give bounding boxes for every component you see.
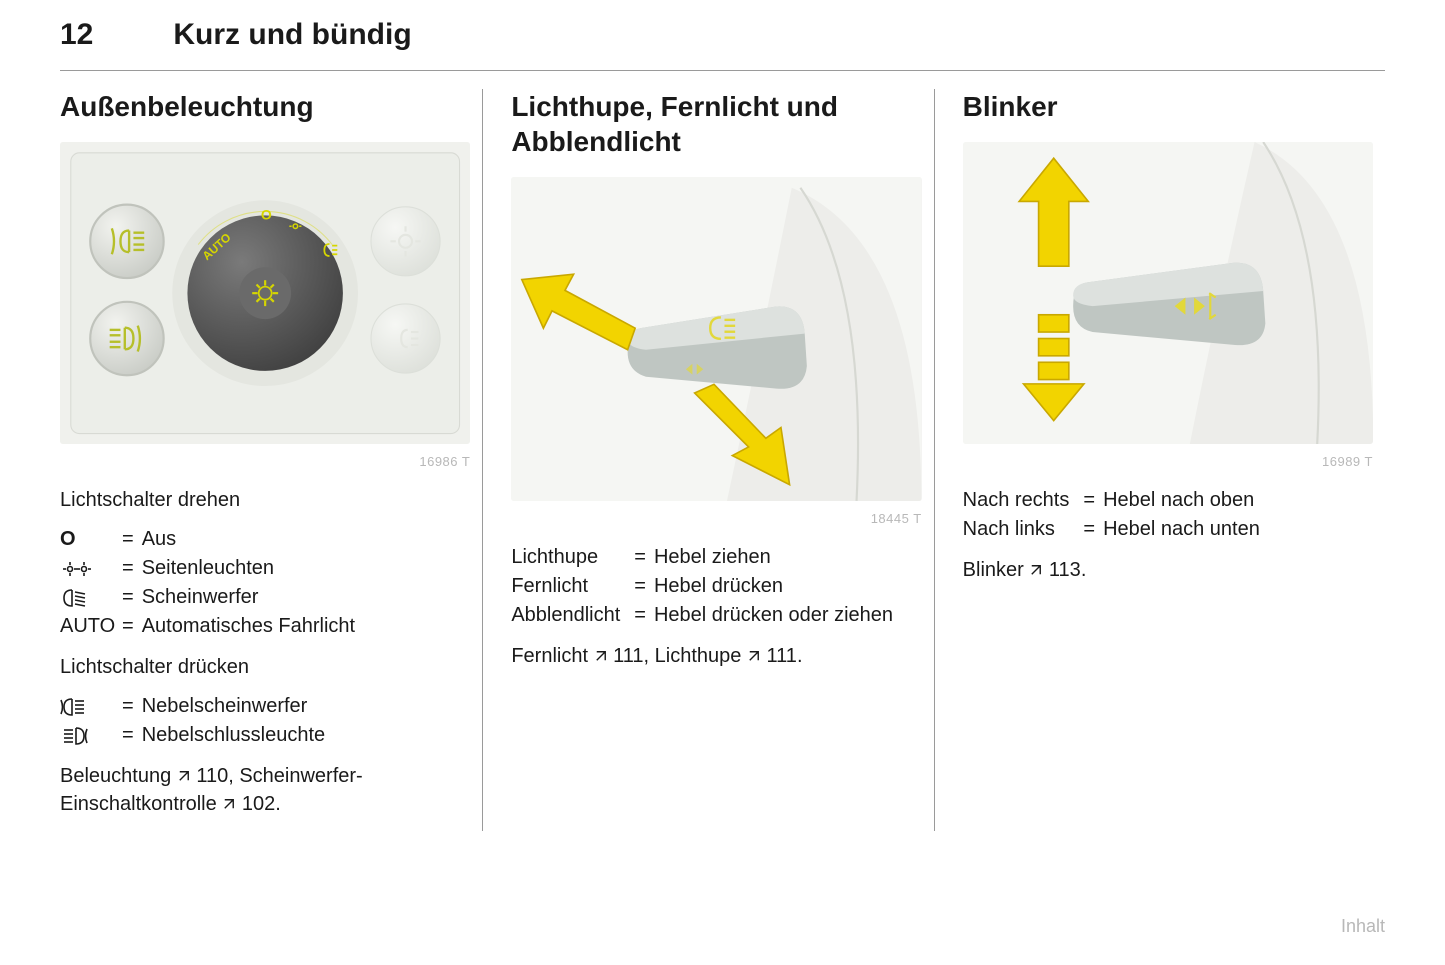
footer-contents-link[interactable]: Inhalt: [1341, 916, 1385, 937]
cross-reference: Blinker 113.: [963, 557, 1373, 585]
intro-text: Lichtschalter drehen: [60, 487, 470, 514]
term-cell: Lichthupe: [511, 544, 634, 573]
ref-text: Blinker: [963, 559, 1030, 581]
light-switch-illustration: AUTO O: [60, 142, 470, 444]
value-cell: Hebel ziehen: [654, 544, 899, 573]
cross-reference: Beleuchtung 110, Scheinwerfer-Einschaltk…: [60, 763, 470, 819]
ref-page: 102: [242, 793, 275, 815]
section-heading: Außenbeleuchtung: [60, 89, 470, 124]
value-cell: Hebel drücken oder ziehen: [654, 602, 899, 631]
equals-cell: =: [634, 573, 654, 602]
equals-cell: =: [122, 526, 142, 555]
symbol-cell: [60, 693, 122, 722]
equals-cell: =: [122, 555, 142, 584]
figure-caption: 16989 T: [963, 454, 1373, 469]
table-row: =Scheinwerfer: [60, 584, 361, 613]
table-row: =Nebelscheinwerfer: [60, 693, 331, 722]
column-turn-signals: Blinker: [934, 89, 1385, 831]
symbol-cell: [60, 555, 122, 584]
value-cell: Hebel nach oben: [1103, 487, 1266, 516]
table-row: =Seitenleuchten: [60, 555, 361, 584]
ref-text: .: [1081, 559, 1087, 581]
page-header: 12 Kurz und bündig: [60, 18, 1385, 70]
table-row: O=Aus: [60, 526, 361, 555]
value-cell: Scheinwerfer: [142, 584, 361, 613]
figure-lever-up-down: [963, 142, 1373, 444]
equals-cell: =: [634, 602, 654, 631]
section-heading: Blinker: [963, 89, 1373, 124]
page-ref-icon: [222, 792, 236, 819]
equals-cell: =: [122, 613, 142, 642]
value-cell: Hebel drücken: [654, 573, 899, 602]
term-cell: Abblendlicht: [511, 602, 634, 631]
page-ref-icon: [747, 644, 761, 671]
value-cell: Nebelscheinwerfer: [142, 693, 331, 722]
symbol-cell: O: [60, 526, 122, 555]
ref-page: 113: [1049, 559, 1081, 581]
manual-page: 12 Kurz und bündig Außenbeleuchtung: [0, 0, 1445, 965]
definition-table-rotate: O=Aus=Seitenleuchten=ScheinwerferAUTO=Au…: [60, 526, 361, 642]
equals-cell: =: [1083, 487, 1103, 516]
page-ref-icon: [177, 764, 191, 791]
equals-cell: =: [1083, 516, 1103, 545]
value-cell: Aus: [142, 526, 361, 555]
column-exterior-lighting: Außenbeleuchtung: [60, 89, 482, 831]
svg-text:O: O: [261, 207, 272, 223]
value-cell: Automatisches Fahrlicht: [142, 613, 361, 642]
equals-cell: =: [122, 693, 142, 722]
ref-page: 111: [767, 645, 797, 667]
value-cell: Seitenleuchten: [142, 555, 361, 584]
page-number: 12: [60, 18, 93, 52]
table-row: =Nebelschlussleuchte: [60, 722, 331, 751]
equals-cell: =: [122, 584, 142, 613]
lever-push-pull-illustration: [511, 177, 921, 501]
symbol-cell: [60, 722, 122, 751]
table-row: Lichthupe=Hebel ziehen: [511, 544, 899, 573]
ref-text: .: [275, 793, 281, 815]
ref-text: Fernlicht: [511, 645, 593, 667]
figure-caption: 18445 T: [511, 511, 921, 526]
table-row: Nach links=Hebel nach unten: [963, 516, 1266, 545]
figure-lever-push-pull: [511, 177, 921, 501]
term-cell: Nach links: [963, 516, 1084, 545]
chapter-title: Kurz und bündig: [173, 18, 411, 52]
table-row: AUTO=Automatisches Fahrlicht: [60, 613, 361, 642]
term-cell: Fernlicht: [511, 573, 634, 602]
definition-table-press: =Nebelscheinwerfer=Nebelschlussleuchte: [60, 693, 331, 751]
definition-table-blinker: Nach rechts=Hebel nach obenNach links=He…: [963, 487, 1266, 545]
value-cell: Hebel nach unten: [1103, 516, 1266, 545]
ref-text: Beleuchtung: [60, 765, 177, 787]
ref-text: .: [797, 645, 803, 667]
table-row: Abblendlicht=Hebel drücken oder ziehen: [511, 602, 899, 631]
ref-text: , Lichthupe: [644, 645, 747, 667]
symbol-cell: AUTO: [60, 613, 122, 642]
definition-table-lever: Lichthupe=Hebel ziehenFernlicht=Hebel dr…: [511, 544, 899, 631]
page-ref-icon: [594, 644, 608, 671]
content-columns: Außenbeleuchtung: [60, 89, 1385, 831]
lever-up-down-illustration: [963, 142, 1373, 444]
term-cell: Nach rechts: [963, 487, 1084, 516]
column-high-beam: Lichthupe, Fernlicht und Abblendlicht: [482, 89, 933, 831]
cross-reference: Fernlicht 111, Lichthupe 111.: [511, 643, 921, 671]
table-row: Nach rechts=Hebel nach oben: [963, 487, 1266, 516]
value-cell: Nebelschlussleuchte: [142, 722, 331, 751]
figure-light-switch: AUTO O: [60, 142, 470, 444]
intro-text: Lichtschalter drücken: [60, 654, 470, 681]
ref-page: 111: [613, 645, 643, 667]
section-heading: Lichthupe, Fernlicht und Abblendlicht: [511, 89, 921, 159]
table-row: Fernlicht=Hebel drücken: [511, 573, 899, 602]
symbol-cell: [60, 584, 122, 613]
figure-caption: 16986 T: [60, 454, 470, 469]
ref-page: 110: [196, 765, 228, 787]
equals-cell: =: [122, 722, 142, 751]
page-ref-icon: [1029, 558, 1043, 585]
header-rule: [60, 70, 1385, 71]
equals-cell: =: [634, 544, 654, 573]
